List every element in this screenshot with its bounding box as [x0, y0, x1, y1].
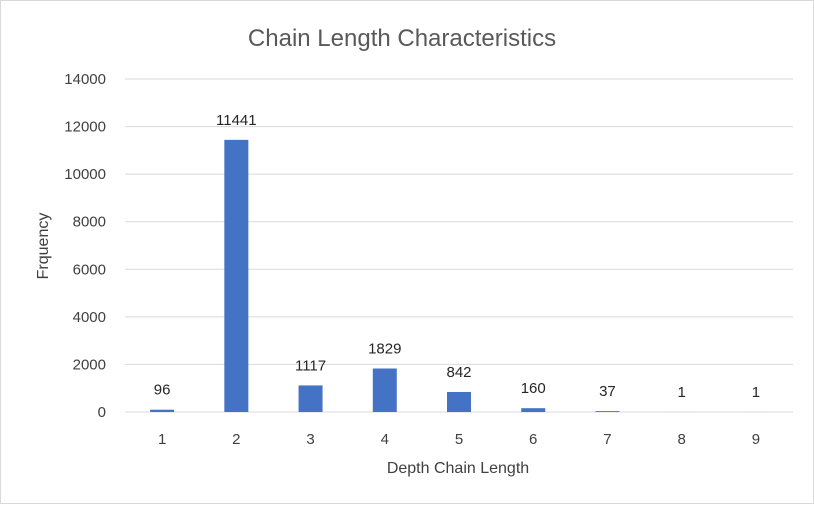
x-tick-label: 8 [677, 431, 685, 448]
y-tick-label: 2000 [73, 356, 106, 373]
bar [521, 408, 545, 412]
y-tick-label: 14000 [64, 71, 106, 88]
y-axis-ticks: 0 2000 4000 6000 8000 10000 12000 14000 [64, 71, 106, 421]
data-label: 37 [599, 383, 616, 400]
bar [299, 385, 323, 412]
x-tick-label: 5 [455, 431, 463, 448]
x-tick-label: 7 [603, 431, 611, 448]
x-axis-title: Depth Chain Length [387, 460, 529, 477]
bar [373, 368, 397, 412]
data-label: 1117 [295, 357, 326, 374]
x-tick-label: 1 [158, 431, 166, 448]
data-label: 1 [677, 384, 685, 401]
bar [447, 392, 471, 412]
bar [150, 410, 174, 412]
chart-title: Chain Length Characteristics [248, 25, 556, 52]
data-label: 1 [752, 384, 760, 401]
y-axis-title: Frquency [35, 213, 52, 280]
x-tick-label: 3 [306, 431, 314, 448]
data-label: 96 [154, 382, 171, 399]
bar [224, 140, 248, 412]
y-tick-label: 0 [98, 404, 106, 421]
x-tick-label: 2 [232, 431, 240, 448]
y-tick-label: 6000 [73, 261, 106, 278]
x-tick-label: 4 [381, 431, 389, 448]
data-label: 11441 [216, 112, 257, 129]
bar [595, 411, 619, 412]
y-tick-label: 12000 [64, 119, 106, 136]
y-tick-label: 10000 [64, 166, 106, 183]
data-label: 160 [521, 380, 546, 397]
data-label: 1829 [368, 340, 401, 357]
x-tick-label: 6 [529, 431, 537, 448]
y-tick-label: 4000 [73, 309, 106, 326]
x-tick-label: 9 [752, 431, 760, 448]
data-label: 842 [446, 364, 471, 381]
x-axis-ticks: 1 2 3 4 5 6 7 8 9 [158, 431, 760, 448]
y-tick-label: 8000 [73, 214, 106, 231]
